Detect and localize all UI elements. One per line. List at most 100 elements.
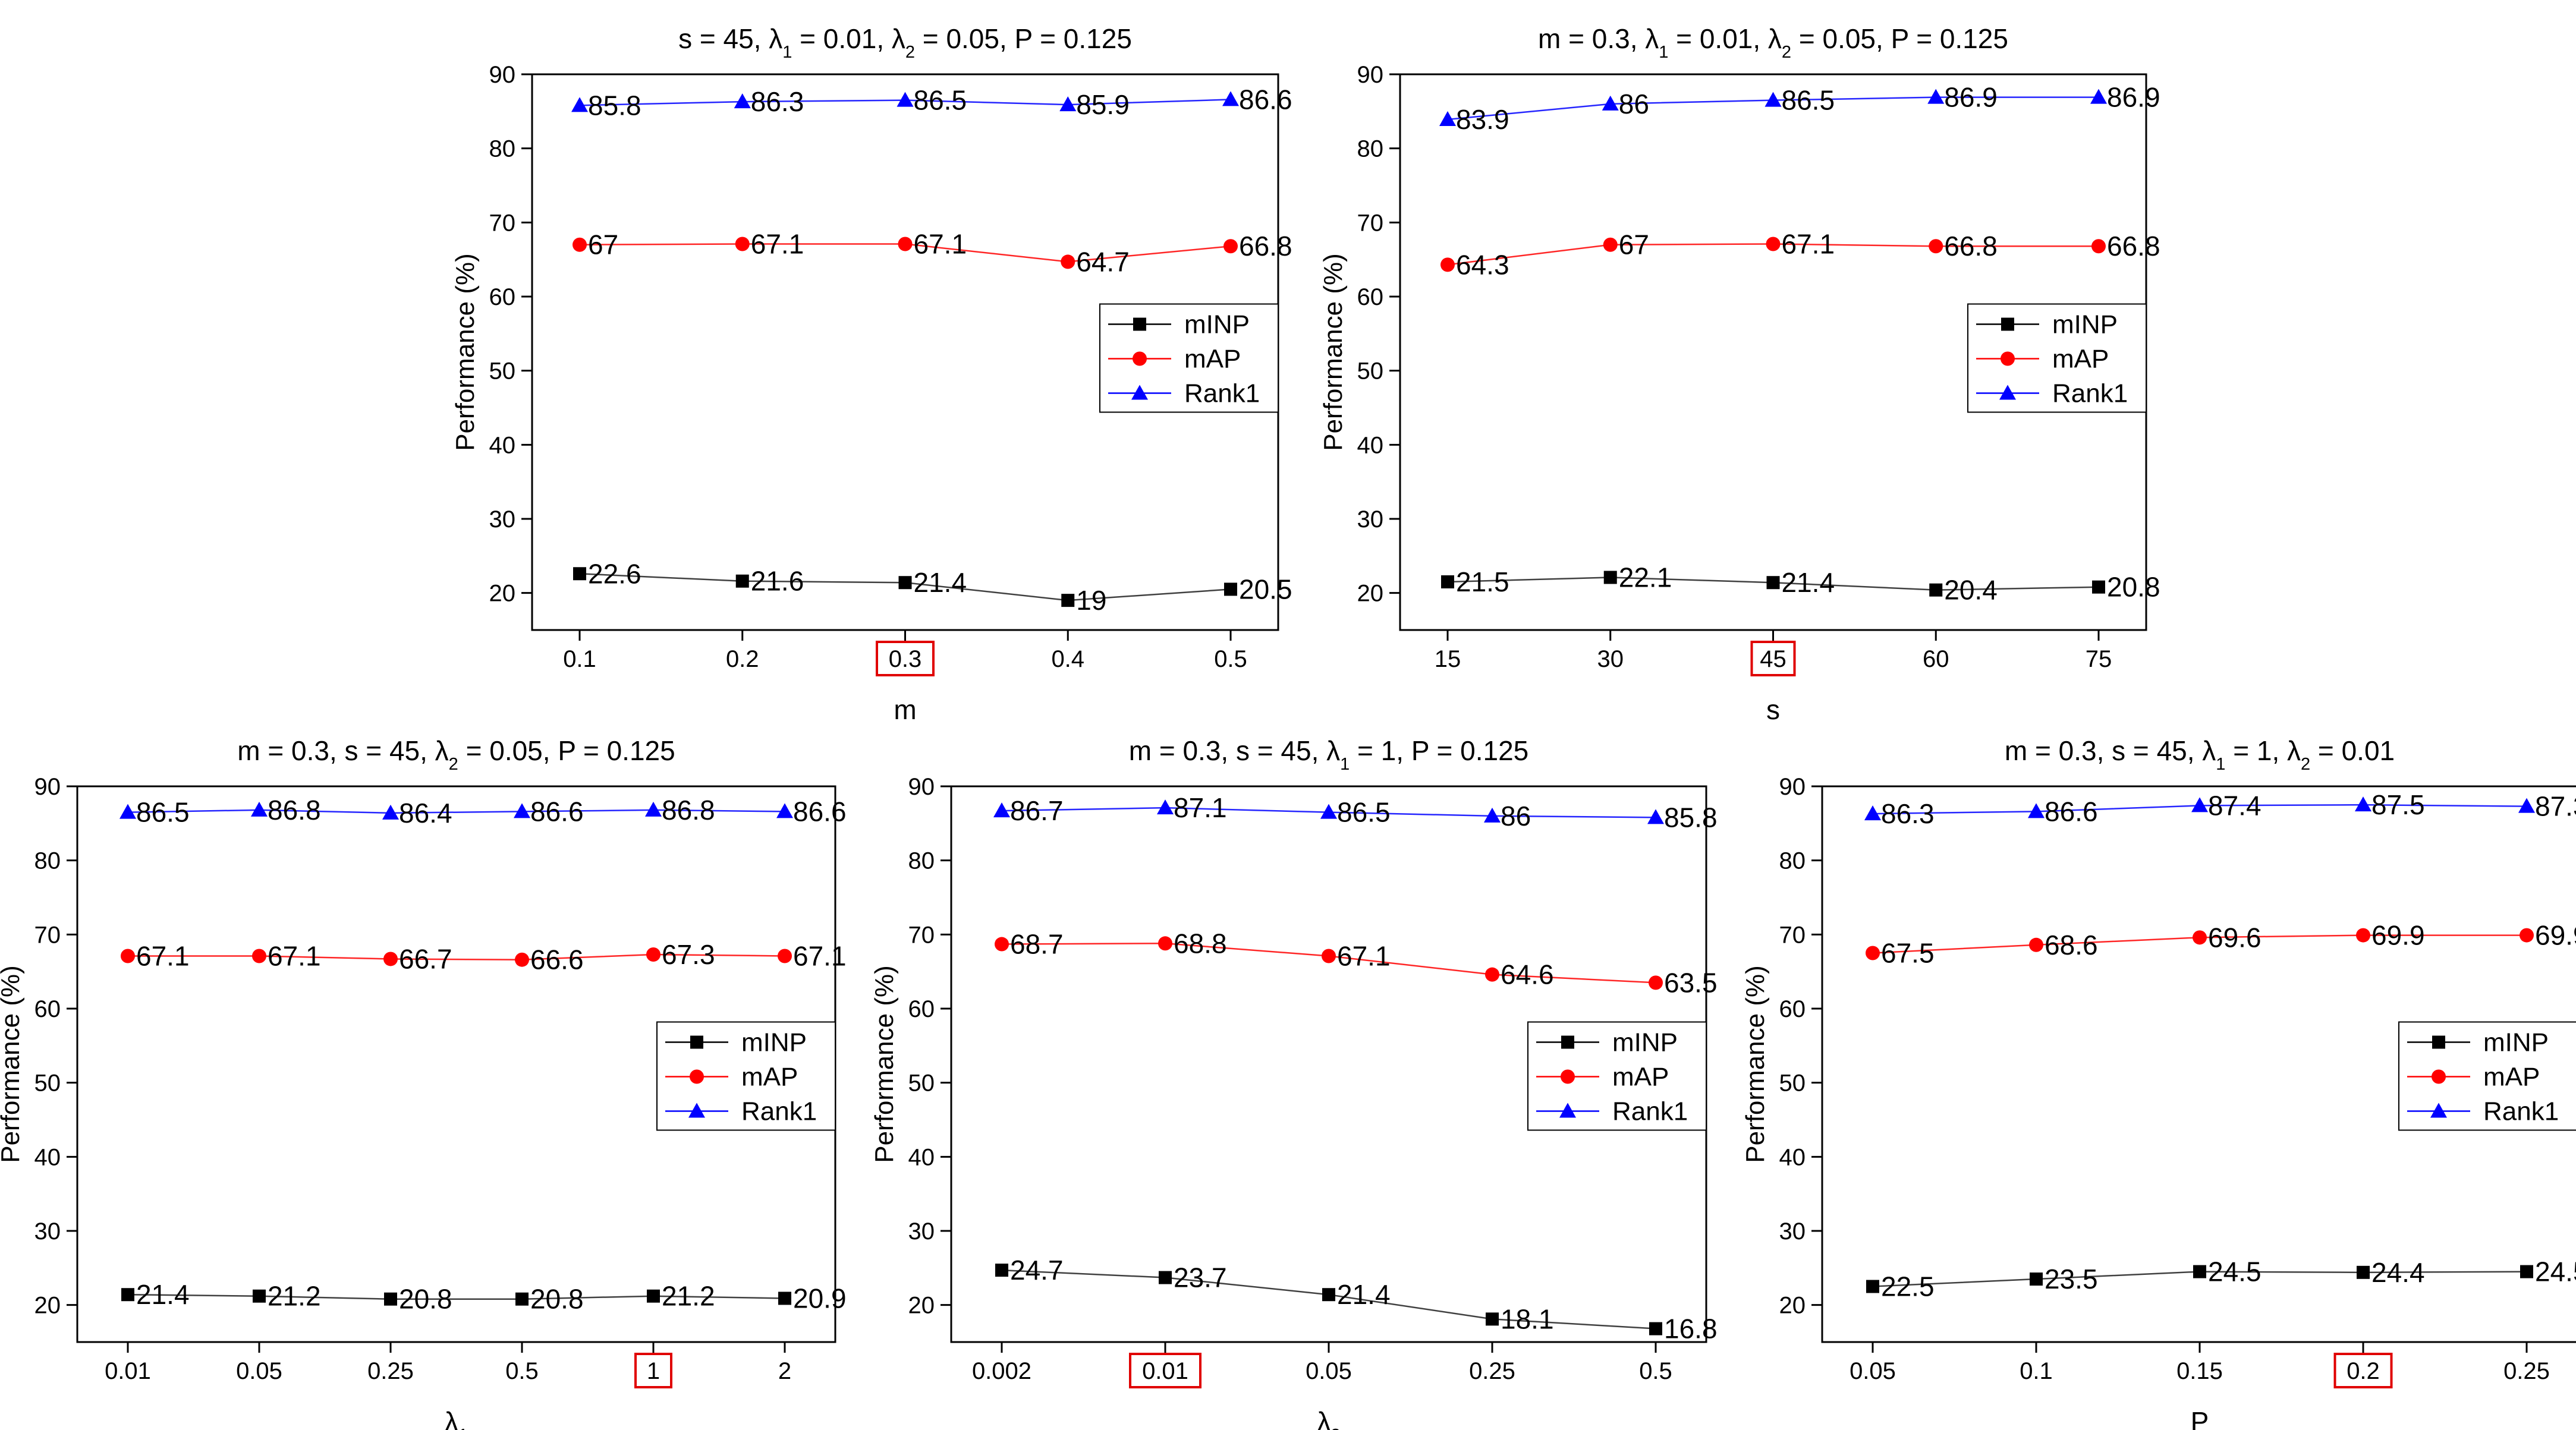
legend-label: mINP xyxy=(2483,1028,2549,1057)
data-point-Rank1 xyxy=(119,804,136,819)
y-tick-label: 20 xyxy=(34,1293,61,1319)
legend-marker-mAP xyxy=(1561,1069,1575,1084)
chart-title-part: 1 xyxy=(2216,755,2225,774)
highlight-box xyxy=(2333,1353,2393,1388)
legend-marker-mAP xyxy=(2001,351,2015,366)
data-label: 86 xyxy=(1501,801,1531,831)
legend-marker-mINP xyxy=(1133,317,1146,331)
y-axis-label: Performance (%) xyxy=(870,965,899,1163)
data-label: 67 xyxy=(1619,229,1649,260)
data-point-mAP xyxy=(1322,949,1336,963)
y-axis-label: Performance (%) xyxy=(0,965,25,1163)
x-axis-label-part: m xyxy=(894,694,916,725)
x-tick-label: 0.05 xyxy=(236,1358,282,1384)
legend: mINP mAP Rank1 xyxy=(2398,1021,2576,1131)
x-tick-label: 0.05 xyxy=(1306,1358,1352,1384)
data-point-mINP xyxy=(384,1292,397,1306)
data-label: 86.5 xyxy=(914,85,967,116)
y-tick-label: 40 xyxy=(1357,432,1384,458)
data-label: 67.1 xyxy=(268,940,321,971)
x-tick-label: 1 xyxy=(647,1358,660,1384)
chart-title-part: 1 xyxy=(1659,43,1668,62)
data-label: 68.8 xyxy=(1174,928,1227,959)
y-tick-label: 80 xyxy=(908,848,935,874)
x-axis-label: s xyxy=(1766,694,1780,725)
data-point-mINP xyxy=(647,1289,660,1303)
x-axis-label: m xyxy=(894,694,916,725)
legend-marker-mINP xyxy=(2432,1035,2445,1049)
data-point-Rank1 xyxy=(1647,809,1664,824)
data-label: 66.6 xyxy=(530,944,584,975)
data-point-mAP xyxy=(1440,257,1455,272)
chart-4: m = 0.3, s = 45, λ1 = 1, P = 0.125 20 30 40… xyxy=(870,735,1718,1430)
y-tick-label: 90 xyxy=(908,774,935,800)
chart-title-part: 2 xyxy=(1782,43,1791,62)
data-point-Rank1 xyxy=(1059,96,1077,112)
y-tick-label: 60 xyxy=(908,996,935,1022)
data-point-mAP xyxy=(1766,237,1781,251)
data-point-Rank1 xyxy=(897,92,914,107)
data-point-mAP xyxy=(2520,928,2534,943)
chart-title-part: m = 0.3, λ xyxy=(1538,23,1659,54)
data-point-Rank1 xyxy=(571,97,588,112)
data-point-mAP xyxy=(383,952,398,966)
data-label: 85.8 xyxy=(588,90,641,121)
y-tick-label: 60 xyxy=(489,284,516,310)
x-tick-label: 0.25 xyxy=(367,1358,414,1384)
data-point-mINP xyxy=(1766,576,1780,590)
y-tick-label: 40 xyxy=(34,1144,61,1170)
data-label: 67.1 xyxy=(751,228,804,259)
y-tick-label: 90 xyxy=(1357,62,1384,88)
y-tick-label: 50 xyxy=(1357,358,1384,385)
legend: mINP mAP Rank1 xyxy=(1099,303,1279,413)
data-label: 19 xyxy=(1076,585,1106,616)
legend-marker-Rank1 xyxy=(1131,385,1148,400)
data-point-mAP xyxy=(2091,239,2106,254)
y-tick-label: 70 xyxy=(1779,922,1806,948)
data-label: 64.6 xyxy=(1501,959,1554,990)
data-label: 67.5 xyxy=(1881,938,1935,969)
series-line-mAP xyxy=(128,953,785,960)
y-tick-label: 30 xyxy=(908,1218,935,1245)
chart-title-part: m = 0.3, s = 45, λ xyxy=(237,735,448,766)
legend-marker-Rank1 xyxy=(1559,1103,1576,1118)
data-point-mAP xyxy=(2356,928,2370,943)
legend-label: mINP xyxy=(2052,310,2118,339)
x-tick-label: 0.5 xyxy=(1639,1358,1672,1384)
x-axis-label: λ2 xyxy=(1317,1406,1340,1430)
y-tick-label: 50 xyxy=(34,1070,61,1097)
data-label: 67 xyxy=(588,229,618,260)
data-point-mAP xyxy=(515,952,529,967)
x-tick-label: 0.2 xyxy=(726,646,759,672)
x-axis-label-part: λ xyxy=(445,1406,458,1430)
data-point-mAP xyxy=(1929,239,1943,254)
data-point-Rank1 xyxy=(1864,805,1881,821)
data-point-Rank1 xyxy=(514,803,530,818)
x-tick-label: 0.01 xyxy=(1142,1358,1188,1384)
data-label: 67.1 xyxy=(1782,228,1835,259)
data-point-mAP xyxy=(1061,254,1075,269)
data-point-mINP xyxy=(1159,1271,1172,1284)
y-tick-label: 70 xyxy=(489,210,516,236)
y-axis-label: Performance (%) xyxy=(451,253,480,451)
data-label: 85.9 xyxy=(1076,89,1130,120)
data-point-Rank1 xyxy=(645,801,662,817)
data-label: 69.9 xyxy=(2535,920,2576,951)
data-label: 20.8 xyxy=(530,1284,584,1315)
data-point-mINP xyxy=(1929,583,1943,597)
x-tick-label: 0.4 xyxy=(1051,646,1084,672)
data-point-Rank1 xyxy=(1602,95,1619,111)
highlight-box xyxy=(1129,1353,1201,1388)
x-tick-label: 0.01 xyxy=(105,1358,151,1384)
chart-title-part: 2 xyxy=(2301,755,2310,774)
data-point-Rank1 xyxy=(2355,796,2371,812)
data-label: 86.9 xyxy=(2107,82,2160,113)
legend-label: mINP xyxy=(1184,310,1250,339)
data-label: 64.3 xyxy=(1456,249,1509,280)
data-label: 68.6 xyxy=(2045,930,2098,960)
data-label: 67.1 xyxy=(1337,940,1391,971)
data-label: 86 xyxy=(1619,89,1649,119)
y-tick-label: 20 xyxy=(908,1293,935,1319)
data-label: 86.5 xyxy=(1782,85,1835,116)
